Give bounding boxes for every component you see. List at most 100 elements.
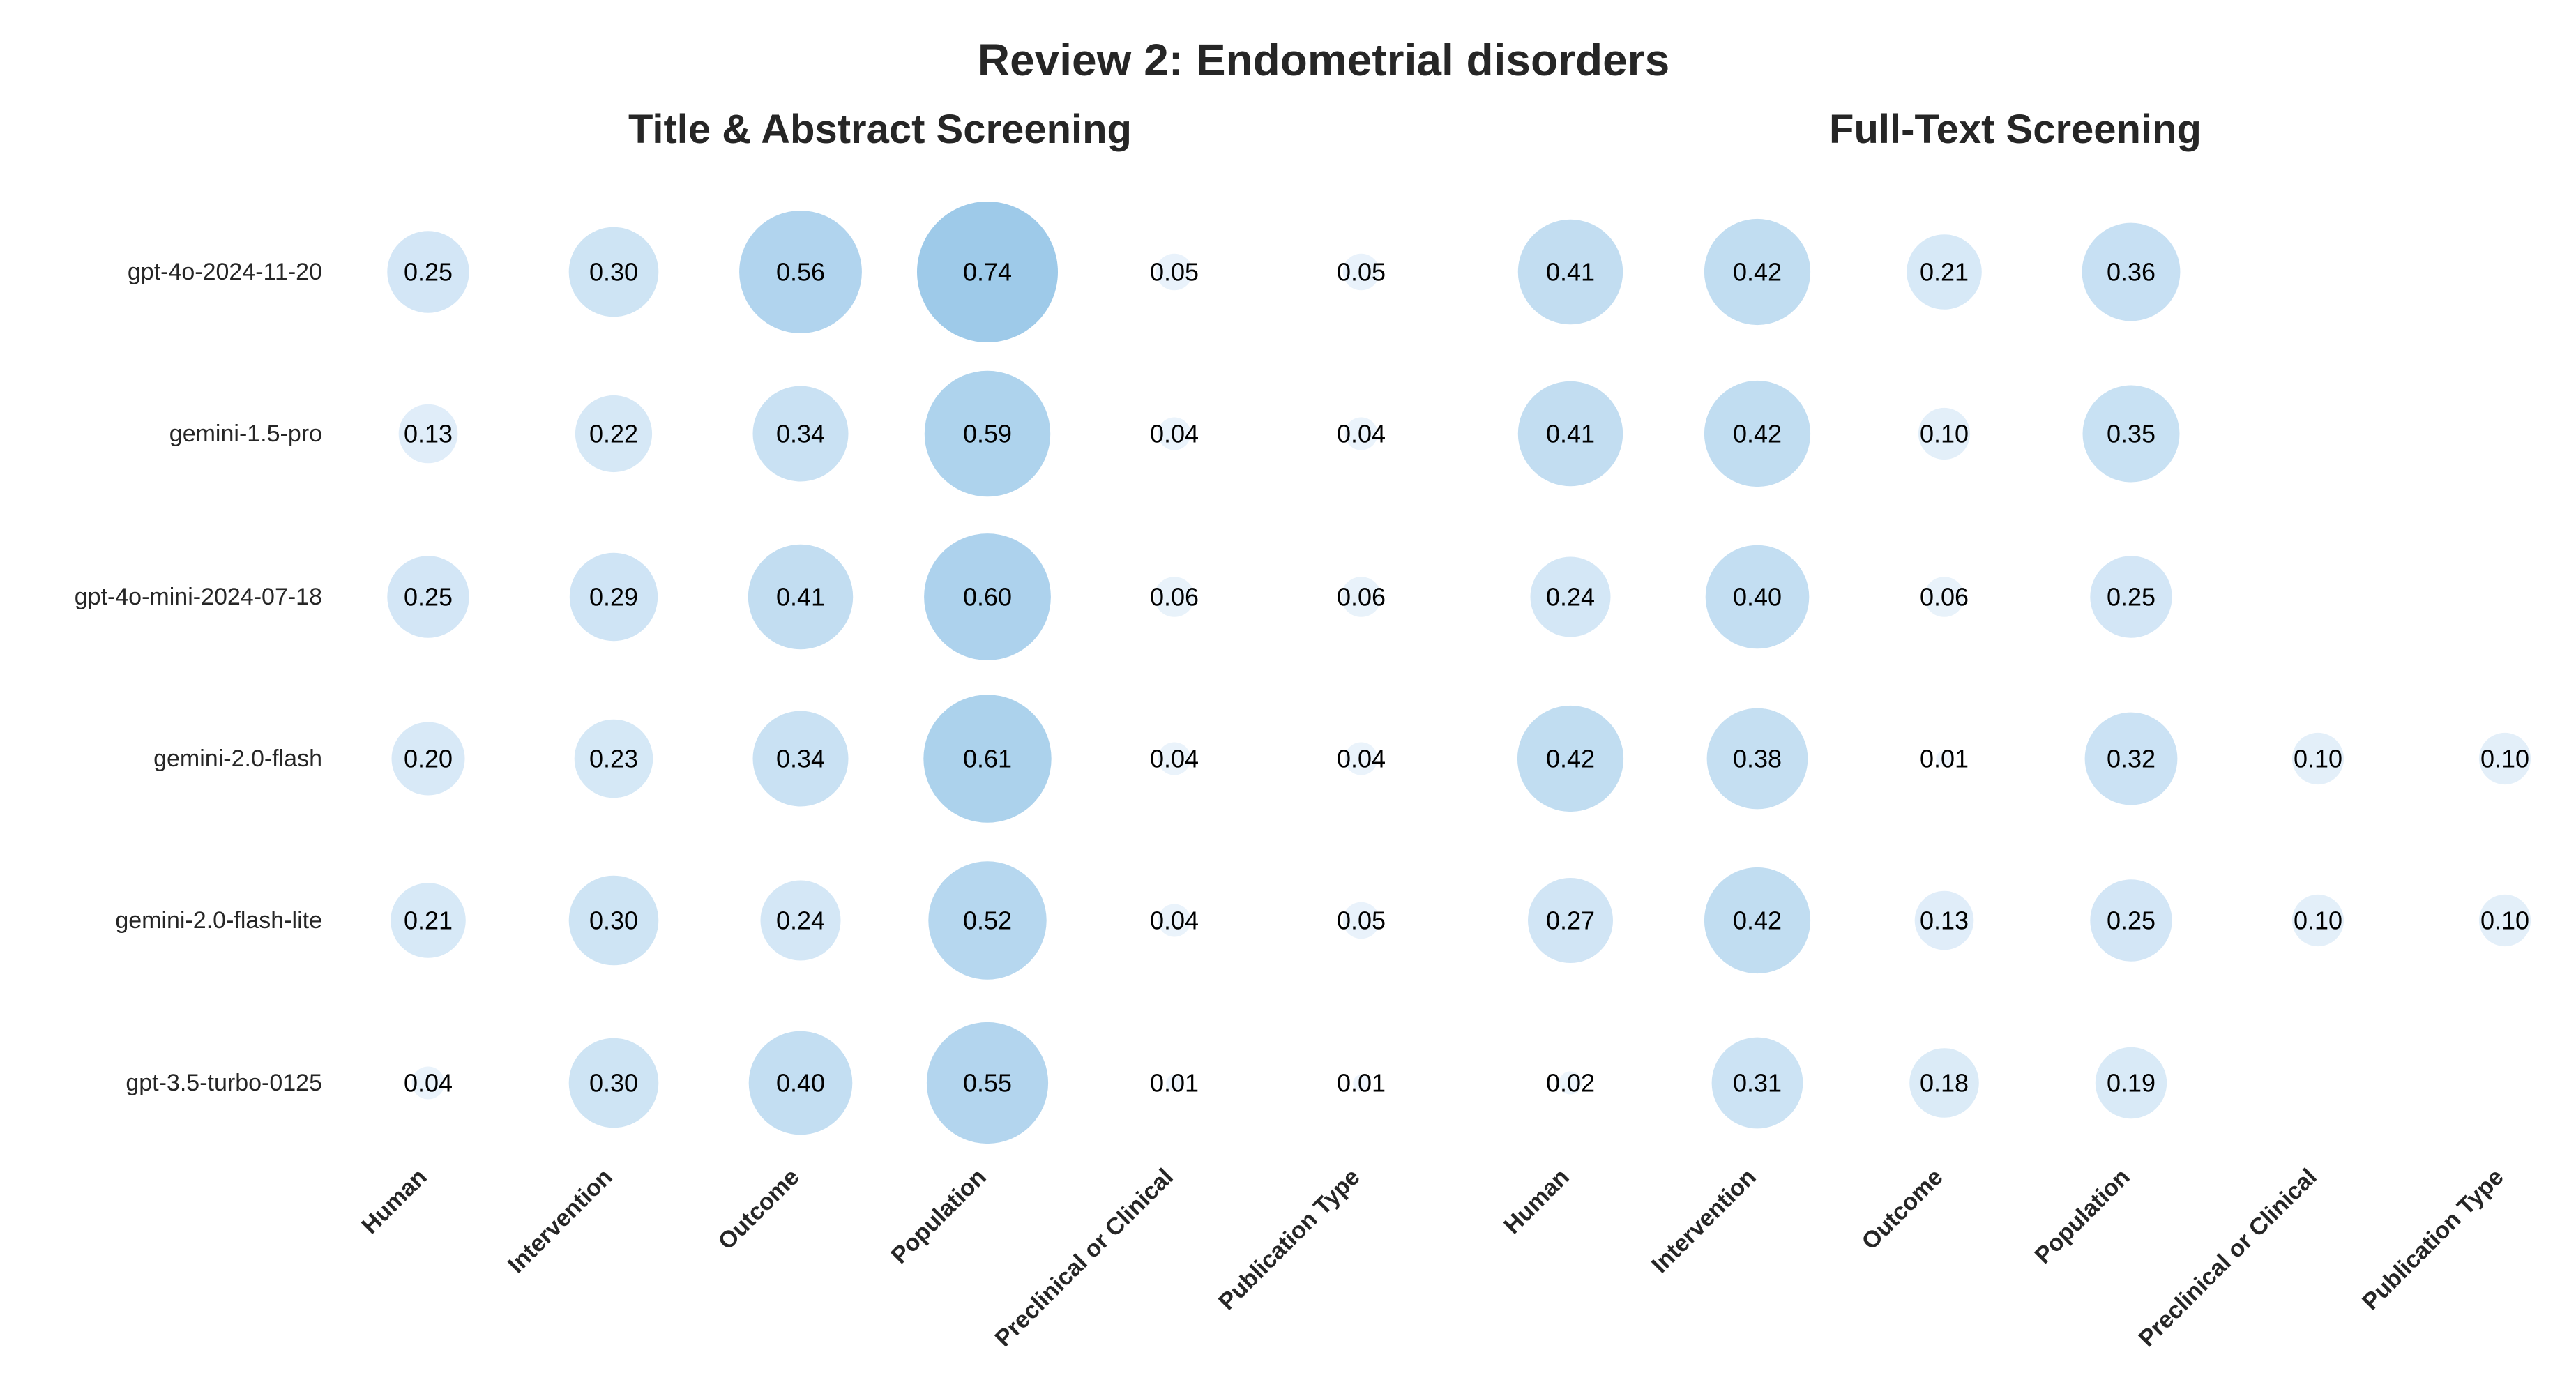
- value-label-gemini-2-0-flash-publication-type-panel-2: 0.10: [2480, 745, 2529, 773]
- value-label-gpt-4o-mini-2024-07-18-intervention-panel-2: 0.40: [1733, 583, 1782, 612]
- value-label-gemini-2-0-flash-lite-intervention-panel-1: 0.30: [589, 906, 638, 935]
- bubble-gemini-2-0-flash-intervention-panel-1: [574, 719, 653, 798]
- value-label-gpt-4o-mini-2024-07-18-preclinical-or-clinical-panel-1: 0.06: [1150, 583, 1199, 612]
- value-label-gpt-4o-mini-2024-07-18-human-panel-1: 0.25: [404, 583, 453, 612]
- value-label-gpt-4o-2024-11-20-human-panel-1: 0.25: [404, 258, 453, 287]
- bubble-gpt-3-5-turbo-0125-population-panel-1: [926, 1022, 1049, 1144]
- bubble-gpt-4o-2024-11-20-intervention-panel-2: [1704, 218, 1811, 326]
- value-label-gemini-1-5-pro-human-panel-2: 0.41: [1546, 420, 1595, 448]
- bubble-gemini-2-0-flash-intervention-panel-2: [1706, 708, 1808, 810]
- bubble-gemini-1-5-pro-population-panel-1: [924, 370, 1051, 497]
- bubble-gemini-2-0-flash-lite-population-panel-2: [2090, 879, 2172, 962]
- value-label-gpt-4o-2024-11-20-outcome-panel-1: 0.56: [776, 258, 825, 287]
- value-label-gemini-2-0-flash-lite-human-panel-2: 0.27: [1546, 906, 1595, 935]
- value-label-gemini-2-0-flash-lite-preclinical-or-clinical-panel-2: 0.10: [2294, 906, 2342, 935]
- panel-title-title-abstract: Title & Abstract Screening: [628, 107, 1132, 152]
- value-label-gpt-4o-2024-11-20-outcome-panel-2: 0.21: [1920, 258, 1969, 287]
- bubble-gemini-2-0-flash-human-panel-1: [391, 722, 465, 796]
- bubble-gemini-2-0-flash-lite-population-panel-1: [928, 861, 1047, 980]
- xtick-label-outcome-panel-2: Outcome: [1857, 1164, 1948, 1255]
- xtick-label-population-panel-1: Population: [886, 1164, 992, 1269]
- value-label-gemini-1-5-pro-intervention-panel-2: 0.42: [1733, 420, 1782, 448]
- bubble-gpt-3-5-turbo-0125-preclinical-or-clinical-panel-1: [1166, 1075, 1183, 1091]
- value-label-gemini-1-5-pro-preclinical-or-clinical-panel-1: 0.04: [1150, 420, 1199, 448]
- xtick-label-publication-type-panel-1: Publication Type: [1213, 1164, 1365, 1315]
- bubble-gpt-3-5-turbo-0125-population-panel-2: [2095, 1047, 2167, 1119]
- value-label-gemini-2-0-flash-intervention-panel-2: 0.38: [1733, 745, 1782, 773]
- xtick-label-outcome-panel-1: Outcome: [713, 1164, 805, 1255]
- value-label-gpt-4o-2024-11-20-intervention-panel-2: 0.42: [1733, 258, 1782, 287]
- bubble-gemini-2-0-flash-population-panel-1: [923, 695, 1052, 823]
- xtick-label-preclinical-or-clinical-panel-1: Preclinical or Clinical: [990, 1164, 1179, 1352]
- bubble-gemini-2-0-flash-lite-human-panel-1: [391, 883, 466, 958]
- value-label-gpt-4o-mini-2024-07-18-human-panel-2: 0.24: [1546, 583, 1595, 612]
- bubble-gpt-4o-mini-2024-07-18-human-panel-1: [387, 556, 469, 638]
- value-label-gemini-2-0-flash-intervention-panel-1: 0.23: [589, 745, 638, 773]
- bubble-gpt-4o-mini-2024-07-18-preclinical-or-clinical-panel-1: [1154, 577, 1195, 617]
- ytick-label-gemini-2-0-flash-lite: gemini-2.0-flash-lite: [115, 907, 322, 934]
- value-label-gemini-2-0-flash-population-panel-2: 0.32: [2107, 745, 2155, 773]
- bubble-gpt-4o-2024-11-20-population-panel-1: [917, 202, 1058, 342]
- bubble-gemini-2-0-flash-outcome-panel-2: [1936, 750, 1953, 767]
- value-label-gemini-2-0-flash-preclinical-or-clinical-panel-1: 0.04: [1150, 745, 1199, 773]
- xtick-label-human-panel-1: Human: [356, 1164, 432, 1239]
- bubble-gemini-2-0-flash-outcome-panel-1: [752, 711, 849, 807]
- bubble-gpt-4o-mini-2024-07-18-publication-type-panel-1: [1341, 577, 1381, 617]
- value-label-gemini-2-0-flash-lite-population-panel-2: 0.25: [2107, 906, 2155, 935]
- bubble-gpt-4o-mini-2024-07-18-human-panel-2: [1530, 556, 1611, 637]
- bubble-gemini-1-5-pro-preclinical-or-clinical-panel-1: [1158, 417, 1191, 450]
- bubble-gemini-2-0-flash-publication-type-panel-2: [2478, 732, 2531, 785]
- value-label-gpt-4o-mini-2024-07-18-outcome-panel-1: 0.41: [776, 583, 825, 612]
- bubble-gpt-4o-mini-2024-07-18-outcome-panel-2: [1924, 577, 1964, 617]
- value-label-gemini-2-0-flash-lite-outcome-panel-1: 0.24: [776, 906, 825, 935]
- value-label-gemini-1-5-pro-population-panel-2: 0.35: [2107, 420, 2155, 448]
- value-label-gemini-2-0-flash-outcome-panel-1: 0.34: [776, 745, 825, 773]
- value-label-gpt-3-5-turbo-0125-human-panel-2: 0.02: [1546, 1069, 1595, 1098]
- value-label-gpt-4o-mini-2024-07-18-outcome-panel-2: 0.06: [1920, 583, 1969, 612]
- bubble-gemini-1-5-pro-outcome-panel-2: [1918, 407, 1971, 460]
- bubble-gpt-4o-2024-11-20-human-panel-2: [1517, 219, 1623, 325]
- value-label-gpt-4o-mini-2024-07-18-population-panel-2: 0.25: [2107, 583, 2155, 612]
- bubble-gpt-4o-2024-11-20-human-panel-1: [387, 231, 469, 313]
- ytick-label-gpt-4o-mini-2024-07-18: gpt-4o-mini-2024-07-18: [75, 584, 322, 610]
- bubble-gpt-3-5-turbo-0125-intervention-panel-1: [568, 1038, 659, 1128]
- bubble-gemini-1-5-pro-intervention-panel-1: [575, 395, 653, 473]
- bubble-gemini-2-0-flash-population-panel-2: [2084, 712, 2178, 805]
- value-label-gpt-4o-mini-2024-07-18-publication-type-panel-1: 0.06: [1337, 583, 1386, 612]
- bubble-gpt-3-5-turbo-0125-human-panel-1: [411, 1066, 445, 1100]
- bubble-gpt-4o-2024-11-20-population-panel-2: [2082, 222, 2181, 321]
- value-label-gemini-1-5-pro-outcome-panel-1: 0.34: [776, 420, 825, 448]
- value-label-gpt-3-5-turbo-0125-publication-type-panel-1: 0.01: [1337, 1069, 1386, 1098]
- value-label-gpt-3-5-turbo-0125-preclinical-or-clinical-panel-1: 0.01: [1150, 1069, 1199, 1098]
- bubble-gemini-2-0-flash-lite-human-panel-2: [1528, 878, 1613, 963]
- bubble-gemini-2-0-flash-lite-preclinical-or-clinical-panel-1: [1158, 904, 1191, 937]
- value-label-gemini-2-0-flash-human-panel-2: 0.42: [1546, 745, 1595, 773]
- value-label-gpt-3-5-turbo-0125-population-panel-1: 0.55: [963, 1069, 1012, 1098]
- value-label-gemini-1-5-pro-publication-type-panel-1: 0.04: [1337, 420, 1386, 448]
- value-label-gpt-3-5-turbo-0125-human-panel-1: 0.04: [404, 1069, 453, 1098]
- xtick-label-publication-type-panel-2: Publication Type: [2357, 1164, 2508, 1315]
- bubble-gpt-3-5-turbo-0125-publication-type-panel-1: [1353, 1075, 1370, 1091]
- value-label-gpt-4o-2024-11-20-publication-type-panel-1: 0.05: [1337, 258, 1386, 287]
- xtick-label-population-panel-2: Population: [2030, 1164, 2135, 1269]
- value-label-gpt-4o-2024-11-20-intervention-panel-1: 0.30: [589, 258, 638, 287]
- ytick-label-gpt-3-5-turbo-0125: gpt-3.5-turbo-0125: [126, 1070, 322, 1096]
- value-label-gemini-2-0-flash-lite-publication-type-panel-1: 0.05: [1337, 906, 1386, 935]
- bubble-gemini-1-5-pro-human-panel-2: [1517, 381, 1623, 487]
- bubble-gemini-2-0-flash-publication-type-panel-1: [1344, 742, 1378, 775]
- value-label-gemini-2-0-flash-population-panel-1: 0.61: [963, 745, 1012, 773]
- bubble-gemini-2-0-flash-lite-intervention-panel-1: [568, 875, 659, 966]
- bubble-gpt-4o-mini-2024-07-18-population-panel-2: [2090, 556, 2172, 638]
- value-label-gpt-3-5-turbo-0125-intervention-panel-2: 0.31: [1733, 1069, 1782, 1098]
- xtick-label-human-panel-2: Human: [1499, 1164, 1574, 1239]
- bubble-gemini-1-5-pro-population-panel-2: [2082, 385, 2180, 483]
- ytick-label-gemini-2-0-flash: gemini-2.0-flash: [153, 745, 322, 772]
- value-label-gpt-4o-2024-11-20-preclinical-or-clinical-panel-1: 0.05: [1150, 258, 1199, 287]
- ytick-label-gpt-4o-2024-11-20: gpt-4o-2024-11-20: [128, 259, 322, 285]
- bubble-gemini-1-5-pro-outcome-panel-1: [752, 386, 849, 482]
- value-label-gemini-2-0-flash-publication-type-panel-1: 0.04: [1337, 745, 1386, 773]
- value-label-gemini-2-0-flash-human-panel-1: 0.20: [404, 745, 453, 773]
- bubble-gpt-4o-mini-2024-07-18-intervention-panel-2: [1705, 545, 1810, 649]
- bubble-gpt-4o-2024-11-20-outcome-panel-2: [1907, 234, 1982, 310]
- ytick-label-gemini-1-5-pro: gemini-1.5-pro: [169, 420, 322, 447]
